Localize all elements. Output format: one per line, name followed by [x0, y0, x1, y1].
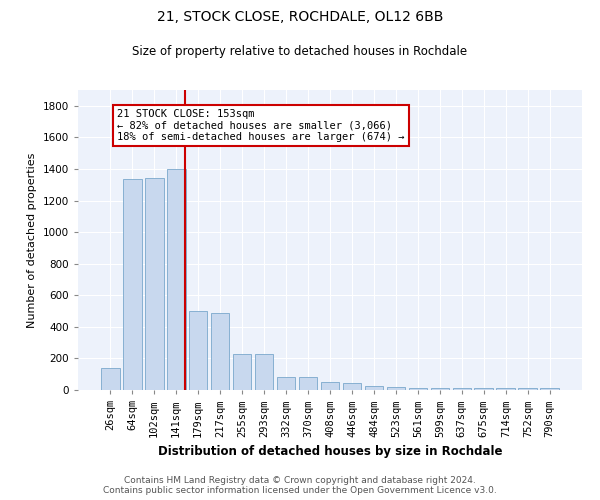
Bar	[211, 312, 229, 390]
Bar	[167, 169, 185, 390]
Bar	[475, 388, 493, 390]
Text: Contains HM Land Registry data © Crown copyright and database right 2024.
Contai: Contains HM Land Registry data © Crown c…	[103, 476, 497, 495]
X-axis label: Distribution of detached houses by size in Rochdale: Distribution of detached houses by size …	[158, 445, 502, 458]
Bar	[452, 388, 471, 390]
Y-axis label: Number of detached properties: Number of detached properties	[27, 152, 37, 328]
Bar	[233, 354, 251, 390]
Bar	[145, 178, 164, 390]
Bar	[343, 383, 361, 390]
Bar	[277, 376, 295, 390]
Bar	[386, 386, 405, 390]
Bar	[409, 388, 427, 390]
Bar	[255, 354, 274, 390]
Bar	[189, 311, 208, 390]
Bar	[431, 388, 449, 390]
Bar	[541, 388, 559, 390]
Text: Size of property relative to detached houses in Rochdale: Size of property relative to detached ho…	[133, 45, 467, 58]
Text: 21 STOCK CLOSE: 153sqm
← 82% of detached houses are smaller (3,066)
18% of semi-: 21 STOCK CLOSE: 153sqm ← 82% of detached…	[117, 109, 404, 142]
Bar	[101, 368, 119, 390]
Bar	[365, 386, 383, 390]
Bar	[123, 179, 142, 390]
Text: 21, STOCK CLOSE, ROCHDALE, OL12 6BB: 21, STOCK CLOSE, ROCHDALE, OL12 6BB	[157, 10, 443, 24]
Bar	[518, 388, 537, 390]
Bar	[496, 388, 515, 390]
Bar	[299, 377, 317, 390]
Bar	[320, 382, 340, 390]
